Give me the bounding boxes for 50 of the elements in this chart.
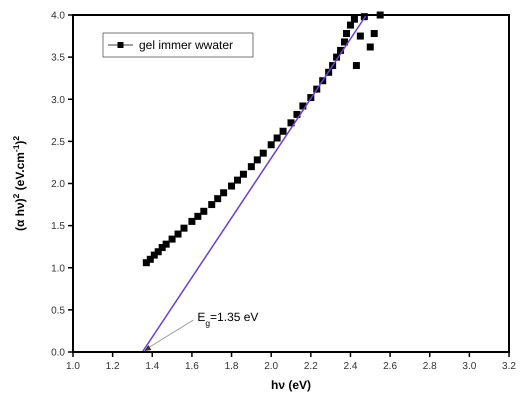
x-tick-label: 1.0 <box>66 361 80 372</box>
point <box>356 32 364 40</box>
point <box>254 156 261 164</box>
point <box>180 224 188 232</box>
x-tick-label: 3.0 <box>462 361 477 372</box>
point <box>366 44 374 51</box>
point <box>208 201 216 208</box>
point <box>162 240 170 248</box>
legend-label: gel immer wwater <box>139 38 234 52</box>
x-tick-label: 1.8 <box>224 361 239 372</box>
point <box>248 163 255 170</box>
x-tick-label: 1.2 <box>106 361 120 372</box>
point <box>350 16 358 23</box>
y-tick-label: 3.0 <box>51 94 66 106</box>
y-tick-label: 0.5 <box>51 305 66 316</box>
point <box>200 208 208 215</box>
y-tick-label: 2.0 <box>51 179 66 190</box>
x-tick-label: 2.8 <box>422 361 438 372</box>
point <box>240 170 247 178</box>
x-tick-label: 2.4 <box>344 361 358 372</box>
annotation: E$_{g}$=1.35 eV <box>197 310 258 328</box>
y-tick-label: 1.5 <box>51 221 66 232</box>
point <box>234 176 241 184</box>
point <box>346 22 354 29</box>
point <box>370 30 378 38</box>
point <box>274 134 281 142</box>
point <box>174 230 182 238</box>
x-tick-label: 2.0 <box>264 361 279 372</box>
y-tick-label: 1.0 <box>51 263 66 274</box>
x-tick-label: 1.6 <box>184 361 200 372</box>
point <box>228 182 236 190</box>
y-tick-label: 2.5 <box>51 136 66 148</box>
point <box>352 62 360 70</box>
y-tick-label: 3.5 <box>51 52 66 64</box>
point <box>268 141 275 148</box>
x-tick-label: 3.2 <box>502 361 516 372</box>
y-tick-label: 4.0 <box>51 10 66 22</box>
y-tick-label: 0.0 <box>51 348 66 358</box>
x-tick-label: 2.6 <box>383 361 398 372</box>
point <box>188 218 196 225</box>
point <box>214 195 222 202</box>
point <box>280 128 287 135</box>
x-tick-label: 1.4 <box>145 361 160 372</box>
point <box>260 150 267 157</box>
point <box>342 30 350 38</box>
point <box>194 212 202 220</box>
point <box>168 236 176 243</box>
x-axis-title: hν (eV) <box>270 378 312 392</box>
x-tick-label: 2.2 <box>304 361 318 372</box>
point <box>220 189 228 196</box>
